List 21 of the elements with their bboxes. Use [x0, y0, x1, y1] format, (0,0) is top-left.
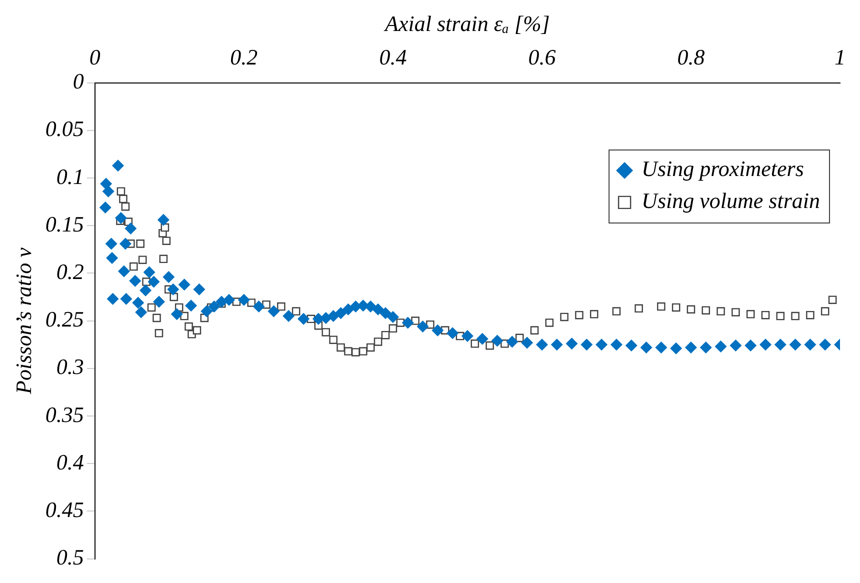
- x-tick-label: 0.6: [528, 44, 556, 70]
- y-tick-label: 0.5: [56, 544, 84, 570]
- y-tick-label: 0.1: [56, 164, 84, 189]
- y-tick-label: 0.3: [56, 354, 84, 380]
- y-tick-label: 0.2: [56, 258, 84, 284]
- x-tick-label: 1: [834, 44, 846, 70]
- y-tick-label: 0.05: [45, 116, 84, 142]
- y-tick-label: 0: [72, 68, 84, 94]
- y-axis-title: Poisson’s ratio ν: [10, 247, 36, 395]
- x-tick-label: 0.8: [677, 44, 705, 70]
- x-tick-label: 0.2: [230, 44, 258, 70]
- legend-label: Using proximeters: [642, 156, 804, 182]
- y-tick-label: 0.25: [45, 306, 84, 332]
- y-tick-label: 0.35: [45, 402, 84, 427]
- x-axis-title: Axial strain εₐ [%]: [383, 10, 550, 36]
- x-tick-label: 0.4: [379, 44, 407, 70]
- y-tick-label: 0.4: [56, 449, 84, 474]
- y-tick-label: 0.15: [45, 211, 84, 236]
- legend-label: Using volume strain: [642, 188, 820, 214]
- x-tick-label: 0: [89, 44, 100, 70]
- y-tick-label: 0.45: [45, 496, 84, 522]
